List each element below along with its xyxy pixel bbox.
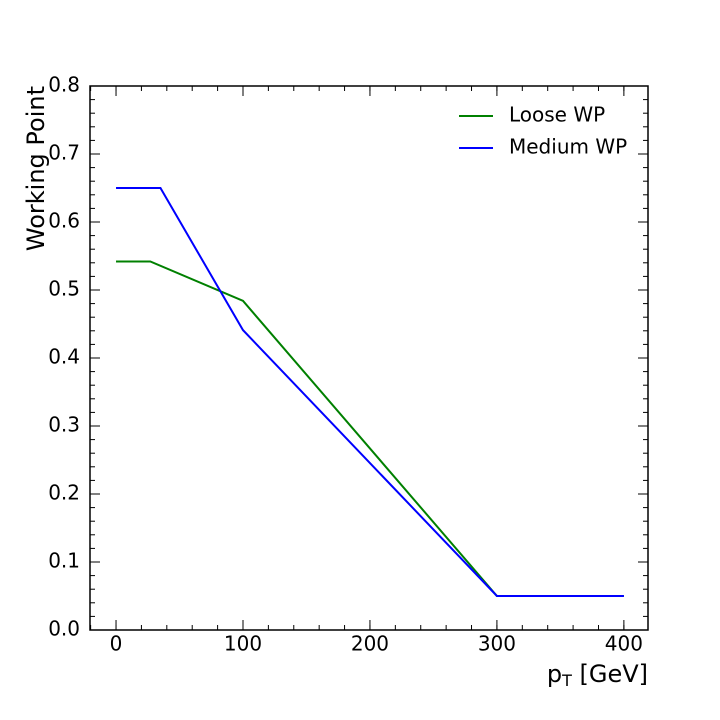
x-axis-label: pT [GeV]	[547, 660, 648, 690]
y-tick-label: 0.3	[48, 413, 80, 437]
y-tick-label: 0.6	[48, 209, 80, 233]
x-tick-label: 200	[351, 632, 389, 656]
y-axis-label: Working Point	[22, 86, 50, 251]
y-tick-label: 0.1	[48, 549, 80, 573]
y-tick-label: 0.0	[48, 617, 80, 641]
x-tick-label: 100	[224, 632, 262, 656]
plot-frame	[89, 85, 649, 631]
y-tick-label: 0.4	[48, 345, 80, 369]
y-tick-label: 0.2	[48, 481, 80, 505]
x-tick-label: 0	[110, 632, 123, 656]
legend-label: Medium WP	[509, 135, 627, 159]
data-line	[116, 260, 624, 597]
y-tick-label: 0.5	[48, 277, 80, 301]
x-tick-label: 400	[605, 632, 643, 656]
legend-label: Loose WP	[509, 103, 605, 127]
x-label-rest: [GeV]	[572, 660, 648, 688]
x-tick-label: 300	[478, 632, 516, 656]
x-label-sub: T	[561, 671, 572, 690]
y-tick-label: 0.8	[48, 73, 80, 97]
y-tick-label: 0.7	[48, 141, 80, 165]
data-line	[116, 187, 624, 597]
x-label-main: p	[547, 660, 562, 688]
